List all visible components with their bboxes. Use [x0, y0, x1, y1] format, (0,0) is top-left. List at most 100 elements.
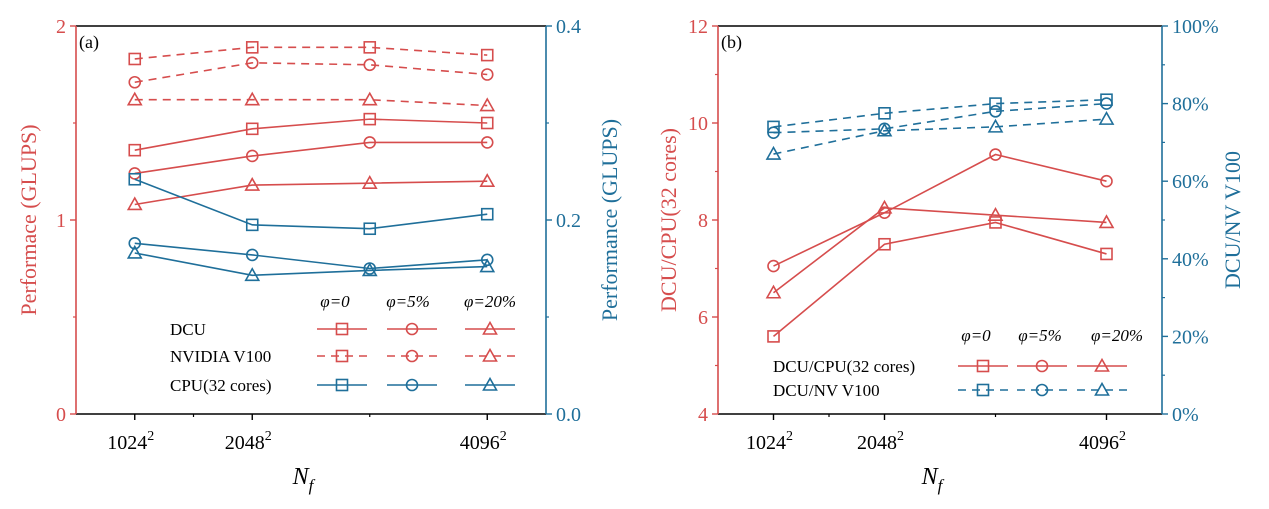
- legend-row-label: DCU/CPU(32 cores): [773, 357, 915, 376]
- data-point-triangle: [765, 284, 782, 299]
- x-axis-label: Nf: [292, 464, 316, 495]
- data-point-square: [480, 116, 494, 130]
- data-point-square: [480, 48, 494, 62]
- data-point-triangle: [1098, 110, 1115, 125]
- legend-swatch-square: [335, 378, 349, 392]
- data-point-square: [363, 112, 377, 126]
- data-point-circle: [245, 248, 259, 262]
- data-point-square: [878, 237, 891, 251]
- x-tick-exponent: 2: [265, 429, 272, 444]
- legend-header: φ=5%: [1018, 326, 1062, 345]
- legend-swatch-triangle: [1094, 381, 1110, 396]
- series-line: [772, 221, 1107, 338]
- data-point-circle: [480, 253, 494, 267]
- series-line: [134, 141, 488, 175]
- legend-row-label: DCU: [170, 320, 206, 339]
- data-point-circle: [480, 136, 494, 149]
- data-point-triangle: [479, 97, 496, 112]
- data-point-circle: [989, 105, 1002, 118]
- data-point-circle: [128, 75, 142, 89]
- x-axis-label-subscript: f: [938, 476, 945, 495]
- x-axis-label-main: N: [292, 464, 311, 490]
- legend-swatch-circle: [405, 322, 419, 336]
- legend-header: φ=5%: [386, 292, 430, 311]
- data-point-square: [245, 122, 259, 136]
- right-y-axis-title: Performance (GLUPS): [597, 119, 622, 321]
- x-tick-label: 20482: [225, 429, 272, 454]
- x-tick-label: 10242: [746, 429, 793, 454]
- legend-header: φ=0: [320, 292, 350, 311]
- data-point-triangle: [876, 199, 893, 214]
- x-tick-label: 40962: [1079, 429, 1126, 454]
- x-axis-label-subscript: f: [309, 476, 316, 495]
- data-point-circle: [1100, 97, 1113, 110]
- data-point-square: [989, 216, 1002, 229]
- panel-label: (a): [79, 32, 99, 53]
- left-tick-label: 4: [698, 404, 708, 426]
- series-line: [134, 178, 488, 230]
- right-tick-label: 40%: [1172, 249, 1209, 271]
- series-line: [773, 153, 1107, 267]
- data-point-circle: [363, 58, 377, 72]
- legend-swatch-square: [976, 383, 990, 397]
- legend-swatch-square: [335, 349, 349, 363]
- series-line: [134, 62, 488, 84]
- panel-label: (b): [721, 32, 742, 53]
- left-tick-label: 12: [688, 16, 708, 38]
- data-point-triangle: [361, 175, 378, 189]
- series-line: [773, 207, 1107, 294]
- data-point-triangle: [361, 91, 378, 106]
- data-point-circle: [480, 68, 494, 81]
- right-tick-label: 0.0: [556, 404, 581, 426]
- x-axis-label: Nf: [921, 464, 945, 495]
- series-line: [134, 180, 488, 206]
- x-tick-base: 4096: [1079, 432, 1119, 454]
- right-tick-label: 60%: [1172, 171, 1209, 193]
- right-tick-label: 20%: [1172, 326, 1209, 348]
- data-point-square: [1100, 93, 1113, 107]
- legend-header: φ=20%: [464, 292, 516, 311]
- series-line: [134, 118, 488, 151]
- data-point-triangle: [479, 258, 496, 273]
- legend-swatch-triangle: [482, 376, 498, 391]
- data-point-circle: [363, 136, 377, 149]
- data-point-triangle: [987, 207, 1004, 221]
- left-tick-label: 8: [698, 210, 708, 232]
- legend-row-label: DCU/NV V100: [773, 381, 880, 400]
- series-line: [134, 46, 488, 60]
- data-point-square: [363, 41, 377, 54]
- data-point-circle: [128, 236, 142, 250]
- data-point-circle: [245, 56, 259, 70]
- data-point-triangle: [987, 118, 1004, 133]
- data-point-triangle: [244, 176, 261, 191]
- x-tick-base: 2048: [225, 432, 265, 454]
- data-point-triangle: [765, 145, 782, 160]
- data-point-square: [128, 172, 142, 186]
- right-y-axis-title: DCU/NV V100: [1220, 151, 1245, 289]
- x-tick-base: 1024: [746, 432, 786, 454]
- data-point-triangle: [479, 173, 496, 187]
- data-point-triangle: [361, 262, 378, 277]
- legend-row-label: NVIDIA V100: [170, 347, 271, 366]
- left-tick-label: 1: [56, 210, 66, 232]
- data-point-circle: [245, 149, 259, 163]
- data-point-square: [767, 330, 780, 343]
- data-point-square: [245, 41, 259, 54]
- data-point-square: [363, 222, 377, 236]
- left-tick-label: 10: [688, 113, 708, 135]
- left-y-axis-title: DCU/CPU(32 cores): [656, 128, 681, 312]
- data-point-circle: [767, 259, 780, 273]
- legend-swatch-square: [976, 359, 990, 373]
- data-point-circle: [767, 126, 780, 139]
- data-point-triangle: [126, 91, 143, 106]
- legend-header: φ=0: [961, 326, 991, 345]
- series-line: [773, 118, 1107, 155]
- data-point-triangle: [244, 267, 261, 282]
- x-tick-base: 4096: [460, 432, 500, 454]
- x-tick-label: 40962: [460, 429, 507, 454]
- x-tick-exponent: 2: [786, 429, 793, 444]
- right-tick-label: 0.2: [556, 210, 581, 232]
- legend-swatch-square: [335, 322, 349, 336]
- legend-swatch-circle: [405, 349, 419, 363]
